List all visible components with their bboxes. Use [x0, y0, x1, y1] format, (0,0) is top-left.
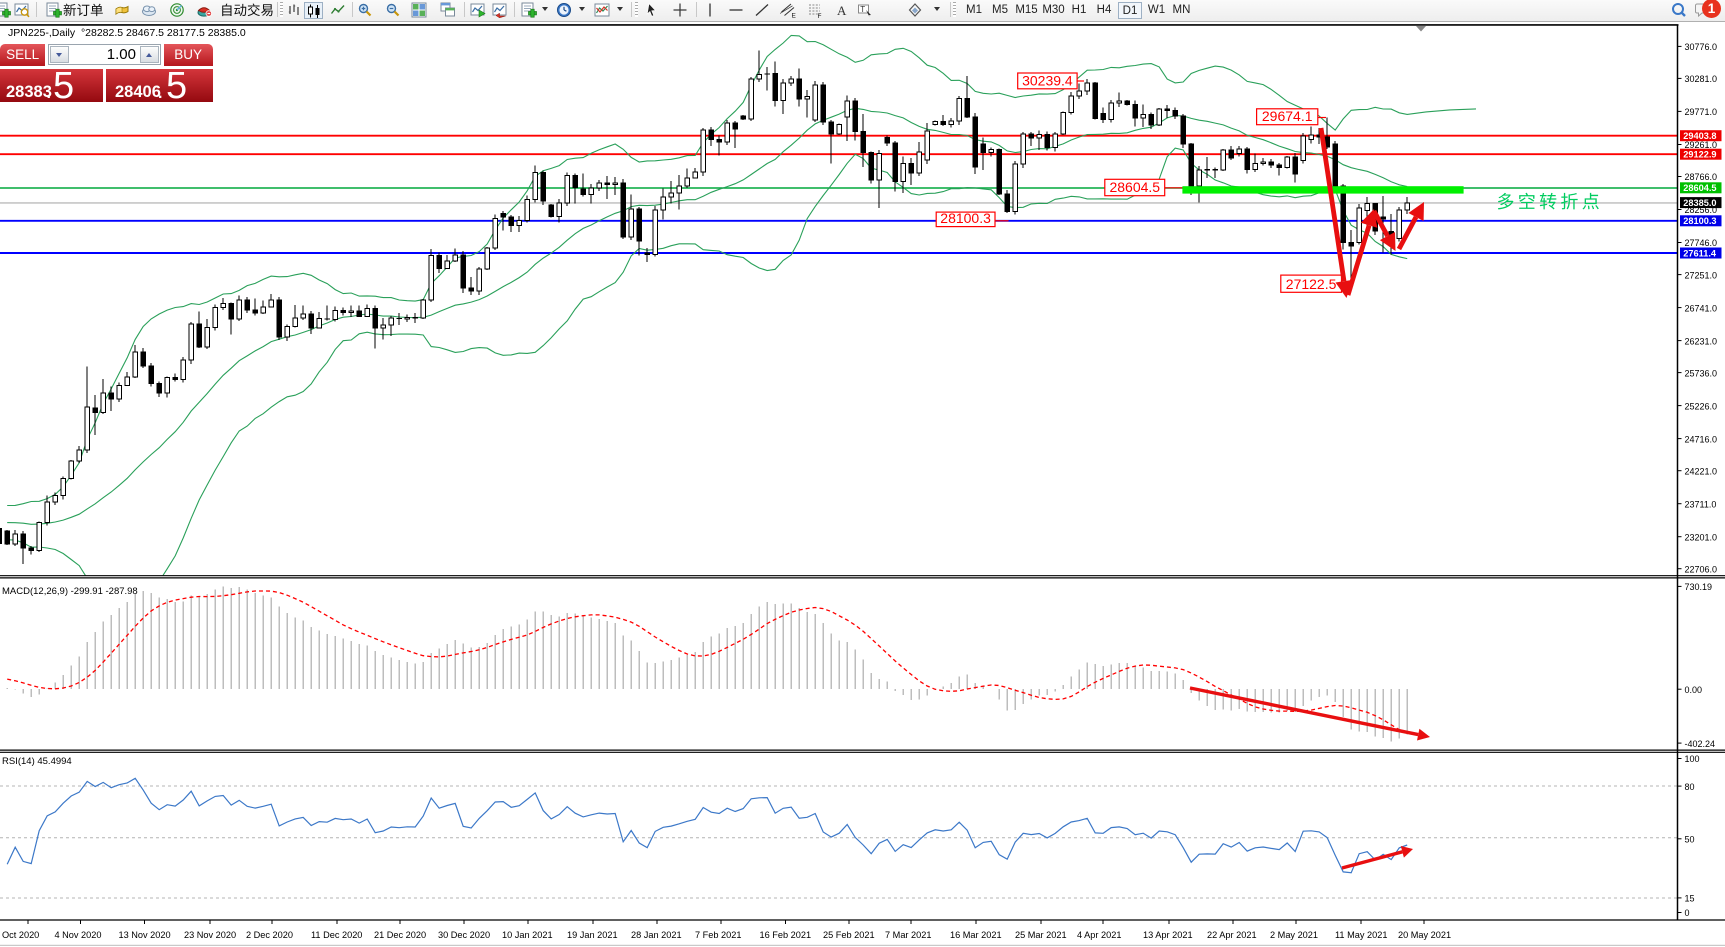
svg-text:28100.3: 28100.3: [940, 210, 991, 226]
svg-text:28604.5: 28604.5: [1683, 183, 1716, 193]
svg-text:F: F: [818, 12, 822, 17]
svg-text:0.00: 0.00: [1685, 685, 1703, 695]
svg-text:50: 50: [1685, 835, 1695, 845]
svg-text:23201.0: 23201.0: [1685, 532, 1718, 542]
svg-text:RSI(14) 45.4994: RSI(14) 45.4994: [2, 756, 72, 767]
svg-text:MACD(12,26,9) -299.91 -287.98: MACD(12,26,9) -299.91 -287.98: [2, 586, 138, 597]
svg-text:730.19: 730.19: [1685, 582, 1713, 592]
svg-text:30281.0: 30281.0: [1685, 74, 1718, 84]
svg-text:27611.4: 27611.4: [1683, 248, 1717, 258]
svg-text:30 Dec 2020: 30 Dec 2020: [438, 930, 490, 940]
svg-text:26741.0: 26741.0: [1685, 303, 1718, 313]
svg-text:16 Feb 2021: 16 Feb 2021: [760, 930, 812, 940]
svg-text:28604.5: 28604.5: [1109, 179, 1160, 195]
svg-text:A: A: [837, 3, 847, 18]
svg-text:11 Dec 2020: 11 Dec 2020: [311, 930, 362, 940]
svg-text:7 Feb 2021: 7 Feb 2021: [695, 930, 742, 940]
svg-text:19 Jan 2021: 19 Jan 2021: [567, 930, 618, 940]
svg-text:25226.0: 25226.0: [1685, 401, 1718, 411]
svg-text:29771.0: 29771.0: [1685, 107, 1718, 117]
svg-text:13 Nov 2020: 13 Nov 2020: [119, 930, 171, 940]
svg-text:16 Mar 2021: 16 Mar 2021: [950, 930, 1002, 940]
svg-text:29674.1: 29674.1: [1262, 108, 1313, 124]
svg-text:27251.0: 27251.0: [1685, 270, 1718, 280]
svg-text:-402.24: -402.24: [1685, 739, 1716, 749]
svg-text:28 Jan 2021: 28 Jan 2021: [631, 930, 682, 940]
svg-text:4 Apr 2021: 4 Apr 2021: [1077, 930, 1121, 940]
svg-text:4 Nov 2020: 4 Nov 2020: [55, 930, 102, 940]
svg-text:0: 0: [1685, 908, 1690, 918]
svg-text:7 Mar 2021: 7 Mar 2021: [885, 930, 931, 940]
svg-text:30776.0: 30776.0: [1685, 42, 1718, 52]
svg-text:E: E: [792, 12, 797, 18]
svg-text:100: 100: [1685, 754, 1700, 764]
svg-text:26231.0: 26231.0: [1685, 336, 1718, 346]
svg-text:28385.0: 28385.0: [1683, 198, 1716, 208]
svg-text:T: T: [860, 5, 865, 14]
svg-text:28100.3: 28100.3: [1683, 216, 1716, 226]
svg-text:27746.0: 27746.0: [1685, 238, 1718, 248]
svg-text:25 Feb 2021: 25 Feb 2021: [823, 930, 875, 940]
svg-text:Oct 2020: Oct 2020: [2, 930, 39, 940]
svg-text:27122.5: 27122.5: [1286, 276, 1337, 292]
svg-text:15: 15: [1685, 894, 1695, 904]
svg-text:13 Apr 2021: 13 Apr 2021: [1143, 930, 1193, 940]
svg-text:24221.0: 24221.0: [1685, 466, 1718, 476]
svg-text:29403.8: 29403.8: [1683, 131, 1716, 141]
svg-text:30239.4: 30239.4: [1022, 72, 1073, 88]
svg-text:24716.0: 24716.0: [1685, 434, 1718, 444]
svg-text:29122.9: 29122.9: [1683, 150, 1716, 160]
svg-text:80: 80: [1685, 782, 1695, 792]
svg-text:28766.0: 28766.0: [1685, 172, 1718, 182]
svg-text:28256.0: 28256.0: [1685, 205, 1718, 215]
svg-text:11 May 2021: 11 May 2021: [1335, 930, 1387, 940]
svg-text:22706.0: 22706.0: [1685, 564, 1718, 574]
svg-text:23711.0: 23711.0: [1685, 499, 1717, 509]
svg-text:22 Apr 2021: 22 Apr 2021: [1207, 930, 1257, 940]
svg-text:2 May 2021: 2 May 2021: [1270, 930, 1318, 940]
svg-text:10 Jan 2021: 10 Jan 2021: [502, 930, 553, 940]
svg-text:2 Dec 2020: 2 Dec 2020: [246, 930, 293, 940]
svg-text:23 Nov 2020: 23 Nov 2020: [184, 930, 236, 940]
svg-text:29261.0: 29261.0: [1685, 140, 1718, 150]
svg-text:25736.0: 25736.0: [1685, 368, 1718, 378]
svg-text:21 Dec 2020: 21 Dec 2020: [374, 930, 426, 940]
svg-text:25 Mar 2021: 25 Mar 2021: [1015, 930, 1067, 940]
svg-text:20 May 2021: 20 May 2021: [1398, 930, 1451, 940]
